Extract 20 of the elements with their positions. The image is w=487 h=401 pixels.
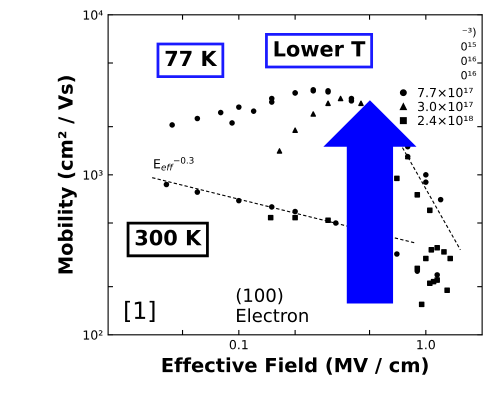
annotation: (100) Electron (236, 288, 308, 322)
annotation: Lower T (274, 41, 366, 57)
annotation: ⁻³) (462, 28, 476, 38)
annotation: 0¹⁶ (461, 56, 476, 66)
legend-label: 7.7×10¹⁷ (418, 88, 473, 98)
y-axis-title: Mobility (cm² / Vs) (58, 76, 77, 274)
legend-label: 3.0×10¹⁷ (418, 102, 473, 112)
x-tick-label: 0.1 (230, 340, 248, 350)
annotation: 300 K (136, 230, 202, 246)
x-tick-label: 1.0 (417, 340, 435, 350)
y-tick-label: 10⁴ (84, 10, 103, 20)
annotation: 0¹⁶ (461, 71, 476, 80)
annotation: [1] (125, 300, 154, 322)
annotation: 77 K (166, 50, 218, 66)
annotation: E$_{eff}$$^{−0.3}$ (154, 157, 194, 171)
x-axis-title: Effective Field (MV / cm) (162, 357, 428, 375)
annotation: 0¹⁵ (461, 42, 476, 51)
y-tick-label: 10³ (84, 170, 103, 180)
y-tick-label: 10² (84, 330, 102, 340)
legend-label: 2.4×10¹⁸ (418, 116, 473, 126)
